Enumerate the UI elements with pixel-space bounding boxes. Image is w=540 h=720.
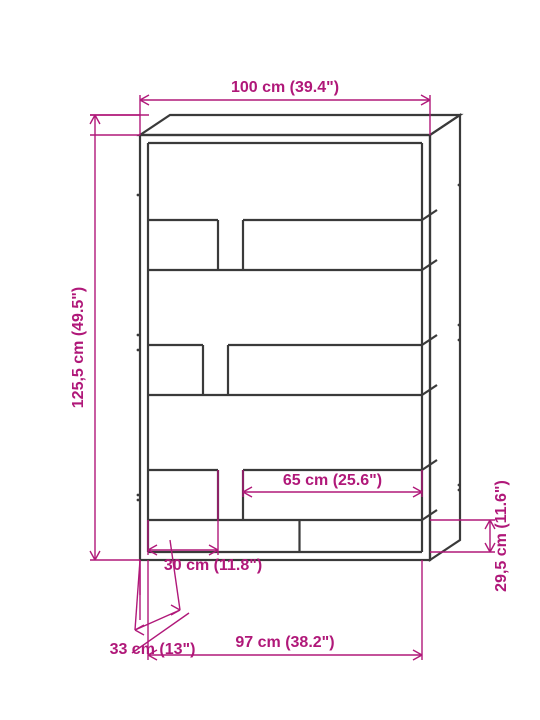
- dimension-label: 97 cm (38.2"): [235, 634, 334, 651]
- dimension-label: 125,5 cm (49.5"): [70, 287, 87, 408]
- dimension-label: 29,5 cm (11.6"): [493, 480, 510, 592]
- dimension-diagram: 100 cm (39.4") 125,5 cm (49.5") 65 cm (25.…: [0, 0, 540, 720]
- dimension-label: 30 cm (11.8"): [164, 557, 262, 574]
- dimension-label: 100 cm (39.4"): [231, 79, 339, 96]
- dimension-label: 65 cm (25.6"): [283, 472, 382, 489]
